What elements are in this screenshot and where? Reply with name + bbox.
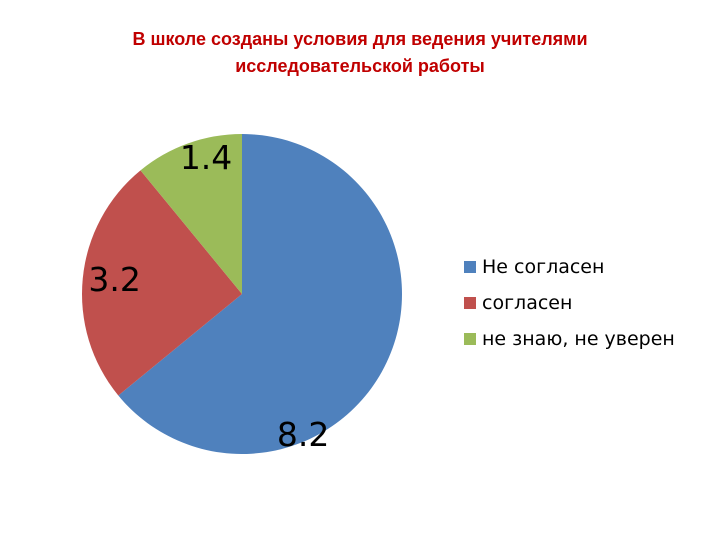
legend-swatch-ne-znayu (464, 333, 476, 345)
legend-swatch-soglasen (464, 297, 476, 309)
legend-label-ne-znayu: не знаю, не уверен (482, 328, 675, 350)
legend-item-soglasen: согласен (464, 285, 675, 321)
pie-label-soglasen: 3.2 (88, 260, 140, 299)
chart-legend: Не согласен согласен не знаю, не уверен (464, 249, 675, 357)
legend-item-ne-soglasen: Не согласен (464, 249, 675, 285)
pie-data-labels: 8.2 3.2 1.4 (88, 138, 329, 454)
pie-label-ne-znayu: 1.4 (180, 138, 232, 177)
pie-label-ne-soglasen: 8.2 (277, 415, 329, 454)
pie-slices (82, 134, 403, 455)
legend-label-ne-soglasen: Не согласен (482, 256, 605, 278)
legend-item-ne-znayu: не знаю, не уверен (464, 321, 675, 357)
pie-slice-ne-znayu (140, 134, 242, 294)
chart-title-line-2: исследовательской работы (235, 56, 485, 76)
legend-swatch-ne-soglasen (464, 261, 476, 273)
chart-title: В школе созданы условия для ведения учит… (0, 26, 720, 80)
legend-label-soglasen: согласен (482, 292, 573, 314)
pie-slice-ne-soglasen (118, 134, 403, 455)
pie-slice-soglasen (82, 170, 242, 396)
chart-title-line-1: В школе созданы условия для ведения учит… (132, 29, 588, 49)
